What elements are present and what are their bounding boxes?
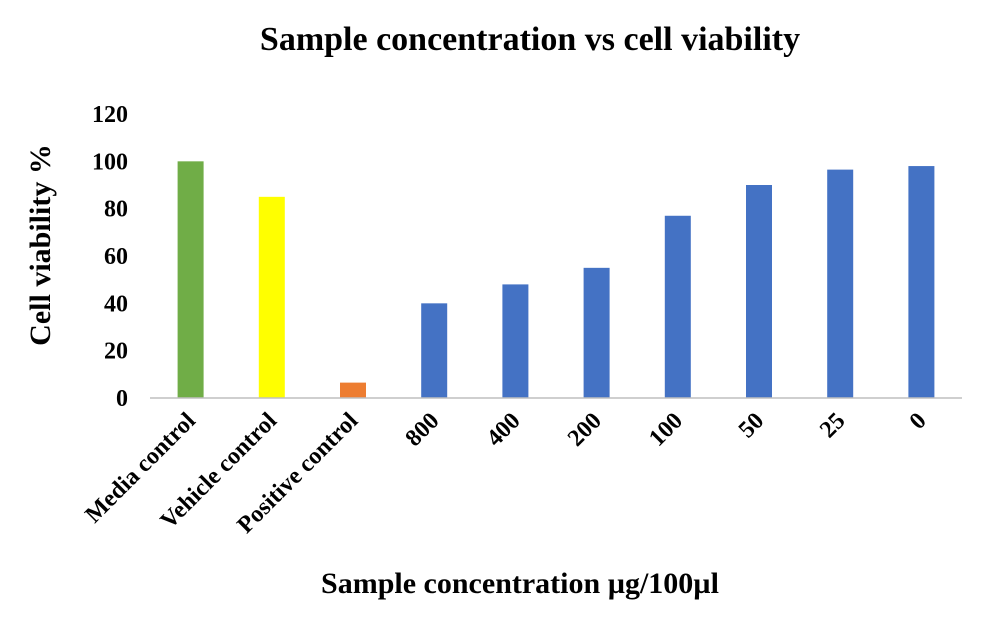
x-tick-label: 50	[734, 408, 769, 443]
bar	[421, 303, 448, 398]
bars-group	[177, 161, 935, 398]
y-tick-label: 60	[104, 244, 128, 270]
y-axis-title: Cell viability %	[24, 144, 57, 346]
bar	[583, 267, 610, 398]
x-tick-label: 0	[905, 408, 932, 435]
bar	[746, 185, 772, 398]
bar	[340, 382, 366, 398]
y-tick-label: 0	[116, 386, 128, 412]
bar	[827, 169, 854, 398]
x-tick-label: 800	[401, 408, 445, 452]
y-tick-label: 20	[104, 339, 128, 365]
x-tick-label: 25	[815, 408, 850, 443]
y-tick-label: 40	[104, 291, 128, 317]
y-tick-label: 120	[92, 102, 128, 128]
x-axis-title: Sample concentration µg/100µl	[321, 567, 719, 600]
x-tick-label: 100	[644, 408, 688, 452]
bar	[502, 284, 529, 398]
y-axis-ticks: 0 20 40 60 80 100 120	[92, 102, 128, 412]
y-tick-label: 80	[104, 197, 128, 223]
chart-title: Sample concentration vs cell viability	[260, 21, 800, 58]
x-tick-label: 400	[482, 408, 526, 452]
x-tick-label: 200	[563, 408, 607, 452]
bar	[258, 196, 285, 398]
bar	[177, 161, 204, 398]
bar	[908, 166, 935, 398]
bar	[664, 215, 691, 398]
y-tick-label: 100	[92, 149, 128, 175]
